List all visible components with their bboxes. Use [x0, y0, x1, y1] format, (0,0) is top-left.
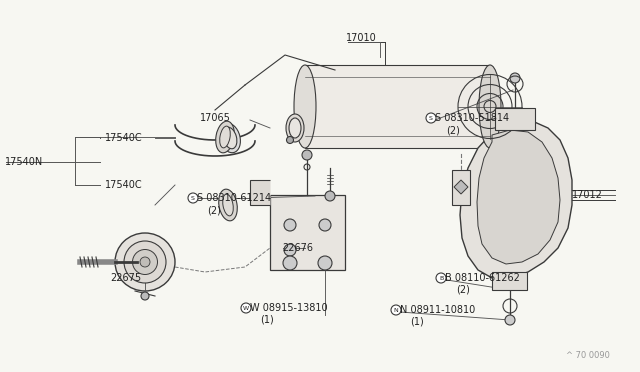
Polygon shape: [477, 130, 560, 264]
Text: S 08310-51814: S 08310-51814: [435, 113, 509, 123]
Circle shape: [510, 73, 520, 83]
Text: 17540C: 17540C: [105, 133, 143, 143]
Circle shape: [284, 219, 296, 231]
Ellipse shape: [286, 114, 304, 142]
Ellipse shape: [223, 194, 234, 216]
Text: W 08915-13810: W 08915-13810: [250, 303, 328, 313]
Ellipse shape: [223, 127, 237, 149]
Text: (2): (2): [207, 205, 221, 215]
Circle shape: [188, 193, 198, 203]
Text: N: N: [394, 308, 398, 312]
Circle shape: [241, 303, 251, 313]
FancyBboxPatch shape: [270, 195, 345, 270]
Text: S: S: [191, 196, 195, 201]
Text: 22675: 22675: [110, 273, 141, 283]
Ellipse shape: [216, 121, 234, 153]
Text: (2): (2): [446, 125, 460, 135]
Ellipse shape: [219, 189, 237, 221]
Circle shape: [505, 315, 515, 325]
Polygon shape: [454, 180, 468, 194]
Circle shape: [325, 191, 335, 201]
FancyBboxPatch shape: [495, 108, 535, 130]
Ellipse shape: [132, 250, 157, 275]
Text: 17012: 17012: [572, 190, 603, 200]
Text: 22676: 22676: [282, 243, 313, 253]
FancyBboxPatch shape: [452, 170, 470, 205]
Text: S 08310-61214: S 08310-61214: [197, 193, 271, 203]
Circle shape: [302, 150, 312, 160]
Ellipse shape: [220, 126, 230, 148]
Bar: [305, 65, 490, 148]
Ellipse shape: [124, 241, 166, 283]
Circle shape: [287, 137, 294, 144]
Circle shape: [319, 219, 331, 231]
Text: (1): (1): [260, 315, 274, 325]
Ellipse shape: [479, 65, 501, 148]
Text: (1): (1): [410, 317, 424, 327]
Text: B 08110-61262: B 08110-61262: [445, 273, 520, 283]
Text: B: B: [439, 276, 443, 280]
Ellipse shape: [294, 65, 316, 148]
FancyBboxPatch shape: [492, 272, 527, 290]
Text: 17540C: 17540C: [105, 180, 143, 190]
Polygon shape: [460, 118, 572, 278]
Circle shape: [318, 256, 332, 270]
Ellipse shape: [289, 118, 301, 138]
Ellipse shape: [220, 123, 241, 153]
Text: 17540N: 17540N: [5, 157, 44, 167]
Text: (2): (2): [456, 285, 470, 295]
Text: N 08911-10810: N 08911-10810: [400, 305, 476, 315]
Text: ^ 70 0090: ^ 70 0090: [566, 351, 610, 360]
Text: W: W: [243, 305, 249, 311]
Circle shape: [141, 292, 149, 300]
Circle shape: [283, 256, 297, 270]
Circle shape: [426, 113, 436, 123]
Polygon shape: [250, 180, 270, 205]
Circle shape: [436, 273, 446, 283]
Circle shape: [391, 305, 401, 315]
Circle shape: [284, 244, 296, 256]
Ellipse shape: [115, 233, 175, 291]
Ellipse shape: [140, 257, 150, 267]
Text: 17010: 17010: [346, 33, 377, 43]
Text: 17065: 17065: [200, 113, 231, 123]
Text: S: S: [429, 115, 433, 121]
